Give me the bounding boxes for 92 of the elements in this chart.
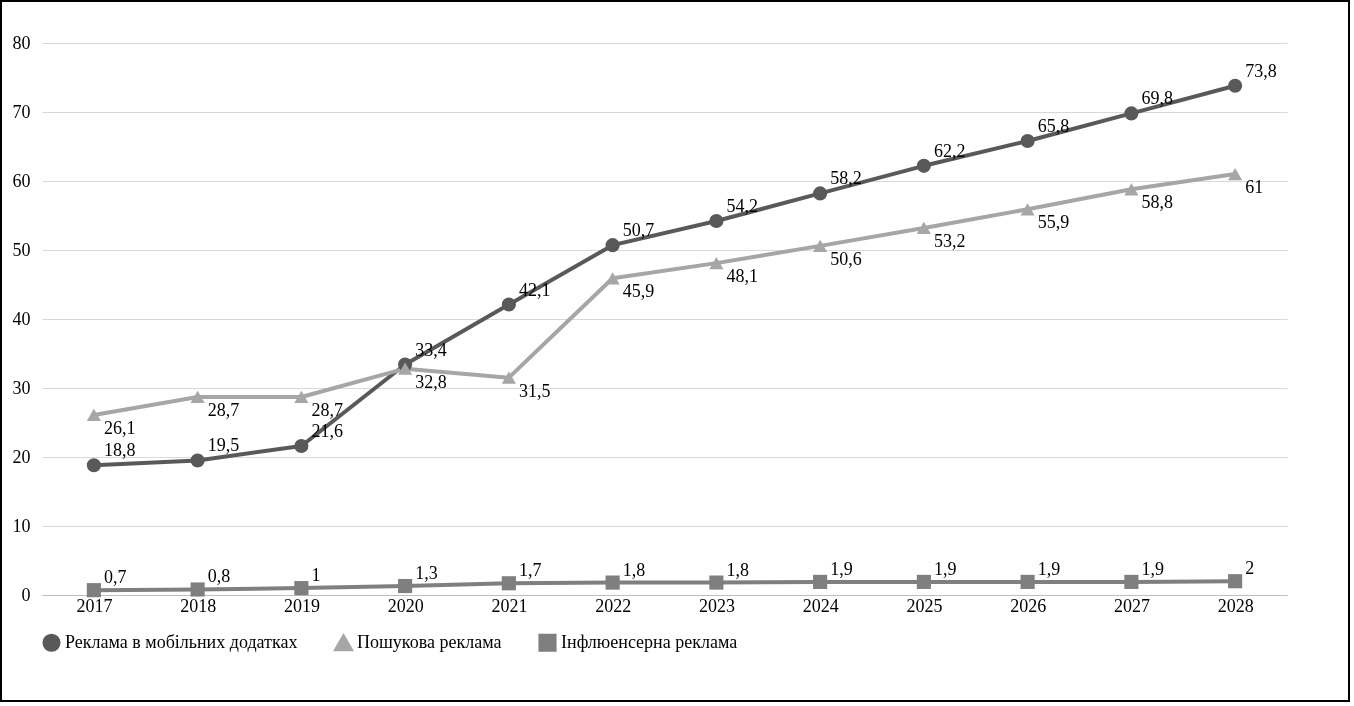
y-tick-label: 40 (12, 308, 31, 329)
point (1020, 203, 1035, 216)
legend-label: Реклама в мобільних додатках (65, 631, 298, 652)
point (709, 213, 724, 229)
y-tick-label: 30 (12, 377, 31, 398)
point (294, 390, 309, 404)
x-tick-label: 2028 (1217, 595, 1254, 616)
point (916, 574, 931, 589)
data-label: 0,8 (207, 566, 231, 587)
data-label: 18,8 (103, 440, 136, 461)
data-label: 61 (1245, 177, 1264, 198)
point (709, 575, 724, 590)
y-tick-label: 80 (12, 32, 31, 53)
legend-label: Інфлюенсерна реклама (561, 631, 738, 652)
data-label: 62,2 (933, 140, 966, 161)
x-tick-label: 2020 (387, 595, 424, 616)
data-label: 2 (1245, 558, 1255, 579)
point (190, 453, 205, 468)
point (1020, 133, 1035, 149)
x-tick-label: 2025 (906, 595, 943, 616)
point (86, 583, 101, 598)
point (86, 458, 101, 473)
data-label: 31,5 (518, 380, 551, 401)
point (1124, 574, 1139, 589)
data-label: 1,9 (1141, 558, 1164, 579)
y-tick-label: 50 (12, 239, 31, 260)
point (605, 272, 620, 285)
point (709, 256, 724, 270)
data-label: 1,9 (830, 558, 853, 579)
data-label: 69,8 (1141, 88, 1173, 109)
data-label: 1,7 (518, 560, 542, 581)
data-label: 50,7 (622, 220, 655, 241)
point (813, 574, 828, 589)
point (294, 438, 309, 454)
point (1228, 574, 1243, 589)
data-label: 1,3 (415, 563, 438, 584)
y-tick-label: 0 (21, 584, 31, 605)
data-label: 45,9 (622, 281, 655, 302)
x-tick-label: 2027 (1113, 595, 1150, 616)
data-label: 1 (311, 565, 321, 586)
data-label: 48,1 (726, 266, 758, 287)
y-tick-label: 60 (12, 170, 31, 191)
point (1124, 106, 1139, 121)
data-label: 1,9 (933, 558, 957, 579)
point (1124, 183, 1139, 196)
data-label: 1,8 (726, 559, 749, 580)
point (1020, 574, 1035, 589)
data-label: 19,5 (207, 435, 240, 456)
point (86, 408, 101, 422)
y-tick-label: 20 (12, 446, 31, 467)
data-label: 58,8 (1141, 192, 1173, 213)
point (605, 238, 620, 253)
point (398, 362, 413, 375)
y-tick-label: 70 (12, 101, 31, 122)
data-label: 55,9 (1037, 212, 1070, 233)
point (813, 239, 828, 252)
data-label: 73,8 (1245, 60, 1277, 81)
point (190, 582, 205, 597)
y-tick-label: 10 (12, 515, 31, 536)
data-label: 0,7 (103, 567, 127, 588)
x-tick-label: 2026 (1010, 595, 1047, 616)
data-label: 1,8 (622, 559, 646, 580)
data-label: 53,2 (933, 230, 966, 251)
data-label: 26,1 (103, 417, 136, 438)
x-tick-label: 2017 (76, 595, 113, 616)
point (1228, 78, 1243, 93)
data-label: 58,2 (830, 168, 862, 189)
point (605, 575, 620, 590)
point (916, 158, 931, 173)
data-label: 32,8 (415, 371, 447, 392)
point (398, 578, 413, 594)
x-tick-label: 2023 (698, 595, 735, 616)
x-tick-label: 2021 (491, 595, 528, 616)
point (813, 186, 828, 201)
point (501, 576, 516, 591)
x-tick-label: 2024 (802, 595, 839, 616)
point (916, 221, 931, 235)
data-label: 50,6 (830, 248, 862, 269)
x-tick-label: 2018 (180, 595, 217, 616)
data-label: 1,9 (1037, 558, 1061, 579)
data-label: 54,2 (726, 196, 758, 217)
point (501, 371, 516, 384)
point (294, 581, 309, 596)
point (1228, 167, 1243, 181)
legend-label: Пошукова реклама (357, 632, 502, 653)
x-tick-label: 2022 (595, 595, 632, 616)
x-tick-label: 2019 (283, 595, 320, 616)
data-label: 28,7 (207, 399, 240, 420)
point (190, 390, 205, 404)
point (501, 297, 516, 312)
data-label: 28,7 (311, 399, 343, 420)
data-label: 65,8 (1037, 115, 1070, 136)
